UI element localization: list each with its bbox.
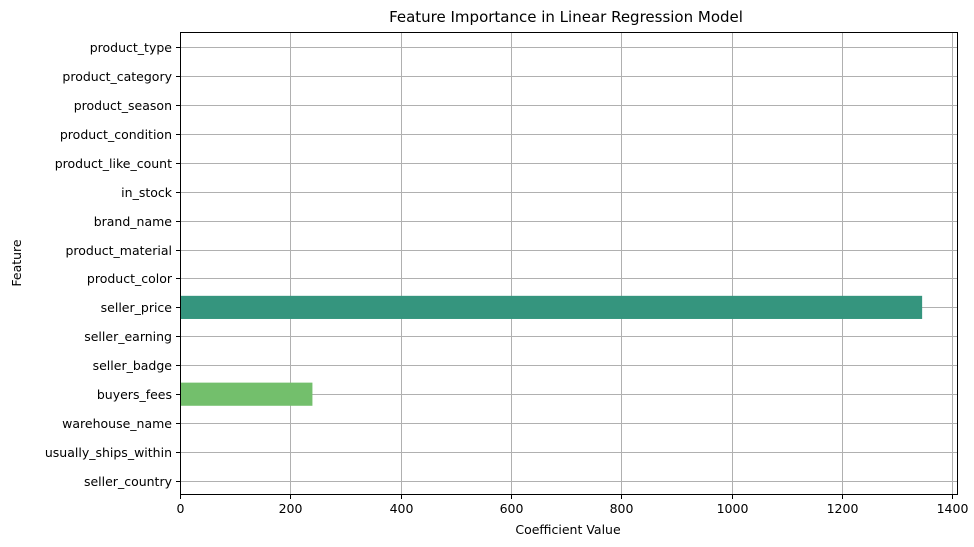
x-axis: 0 200 400 600 800 1000 1200 1400: [177, 495, 969, 516]
y-tick-label: usually_ships_within: [45, 445, 172, 460]
plot-frame: [180, 32, 958, 495]
x-tick-label: 400: [390, 501, 414, 516]
x-tick-label: 0: [177, 501, 185, 516]
x-tick-label: 600: [500, 501, 524, 516]
y-tick-label: seller_country: [84, 474, 173, 489]
x-tick-label: 1400: [937, 501, 969, 516]
y-tick-label: brand_name: [94, 214, 173, 229]
y-tick-label: product_season: [74, 98, 172, 113]
x-tick-label: 1200: [827, 501, 859, 516]
y-tick-label: product_category: [62, 69, 172, 84]
y-tick-label: product_type: [90, 40, 173, 55]
y-tick-label: product_material: [65, 243, 172, 258]
y-tick-label: product_condition: [60, 127, 172, 142]
bar-seller-price: [180, 295, 923, 319]
y-tick-label: buyers_fees: [97, 387, 172, 402]
y-tick-label: product_like_count: [55, 156, 172, 171]
chart-title: Feature Importance in Linear Regression …: [389, 8, 743, 26]
x-tick-label: 1000: [717, 501, 749, 516]
grid: [180, 32, 958, 495]
bars: [180, 295, 923, 406]
y-axis-title: Feature: [9, 239, 24, 287]
y-tick-label: seller_badge: [93, 358, 173, 373]
y-tick-label: in_stock: [121, 185, 173, 200]
bar-buyers-fees: [180, 382, 313, 406]
y-tick-label: warehouse_name: [62, 416, 172, 431]
y-tick-label: seller_earning: [84, 329, 172, 344]
y-tick-label: seller_price: [101, 300, 173, 315]
y-axis: product_type product_category product_seas…: [45, 40, 180, 489]
x-tick-label: 200: [279, 501, 303, 516]
y-tick-label: product_color: [87, 271, 173, 286]
x-axis-title: Coefficient Value: [515, 522, 621, 537]
x-tick-label: 800: [610, 501, 634, 516]
